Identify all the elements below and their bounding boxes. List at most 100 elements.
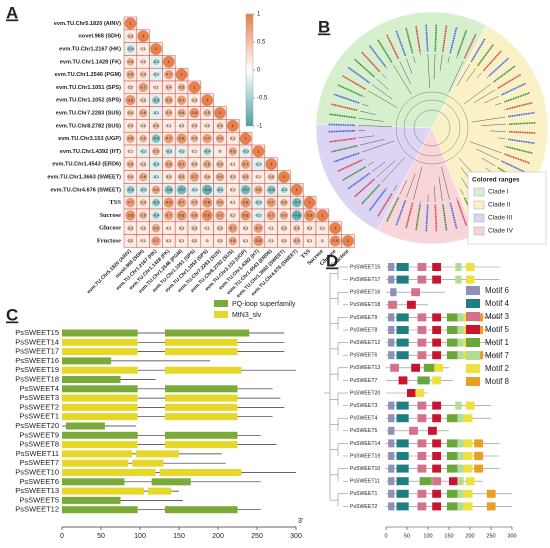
motif [396,489,409,498]
tree-branch [381,157,406,183]
correlation-circle [138,82,148,93]
tree-branch [361,103,369,107]
leaf-label-mark [488,57,510,77]
correlation-circle [125,197,136,208]
correlation-circle [190,211,199,220]
colorbar [245,13,254,127]
cell-value: 0.1 [166,238,172,243]
motif [388,338,395,347]
motif [396,401,409,410]
leaf-label-mark [330,145,358,153]
domain [62,376,121,383]
domain [62,469,156,476]
leaf-label-mark [333,93,360,104]
correlation-circle [201,209,213,221]
correlation-circle [176,210,187,221]
panel-letter: C [6,305,18,324]
correlation-circle [205,239,209,243]
leaf-label-mark [504,92,531,103]
correlation-circle [152,147,160,156]
motif [457,414,464,423]
legend-title: Colored ranges [472,177,520,184]
cell-value: 0.1 [320,225,326,230]
cell-value: 0.7 [179,200,185,205]
correlation-circle [265,158,278,171]
correlation-circle [165,84,173,91]
cell-value: 0.6 [166,97,172,102]
motif [432,313,442,322]
motif [457,452,464,460]
cell-value: 0.3 [217,225,223,230]
cell-value: 0.8 [256,238,262,243]
cell-value: -0.5 [153,200,161,205]
correlation-circle [202,159,212,169]
cell-value: 0.9 [332,238,338,243]
motif [463,464,473,473]
correlation-circle [179,148,185,154]
correlation-circle [152,212,160,219]
colorbar-tick-label: 0.5 [257,40,266,46]
correlation-circle [139,134,148,143]
correlation-circle [203,109,212,117]
cell-value: -0.1 [153,174,161,179]
tree-branch [439,54,443,71]
legend-label: Clade II [488,202,511,209]
cell-value: -0.3 [153,161,161,166]
leaf-label-mark [353,58,375,78]
cell-value: 0.6 [153,187,159,192]
correlation-circle [202,133,212,144]
cell-value: 0.7 [268,212,274,217]
tree-branch [469,141,502,154]
correlation-circle [177,83,186,92]
legend-swatch [466,338,480,347]
correlation-circle [281,225,287,232]
row-label: novel.968 (SDH) [78,34,121,40]
tree-branch [376,160,396,178]
legend-swatch [466,325,480,334]
correlation-circle [137,30,150,43]
cell-value: 0.7 [217,212,223,217]
correlation-circle [290,183,303,196]
cell-value: 0.6 [217,174,223,179]
tree-ring [395,91,469,165]
correlation-circle [162,55,175,68]
correlation-circle [140,161,147,168]
tree-branch [376,78,389,90]
cell-value: -0.6 [153,136,161,141]
cell-value: 0.6 [166,161,172,166]
cell-value: 0.3 [230,174,236,179]
correlation-circle [329,235,341,247]
cell-value: -0.6 [165,187,173,192]
motif [409,426,418,435]
correlation-circle [269,226,274,231]
motif [432,275,442,284]
motif [396,464,409,473]
gene-label: PsSWEET4 [350,416,377,422]
correlation-circle [126,70,135,79]
cell-value: 1 [129,20,132,25]
cell-value: 0.5 [192,136,198,141]
motif [396,477,409,486]
legend-swatch [473,226,485,236]
cell-value: 0.5 [281,200,287,205]
motif [417,326,427,334]
cell-value: 0.6 [128,72,134,77]
motif [457,464,464,473]
gene-label: PsSWEET16 [350,290,380,296]
cell-value: 0.7 [128,200,134,205]
correlation-circle [189,107,200,119]
correlation-circle [240,197,251,208]
correlation-circle [151,185,161,195]
cell-value: 0.7 [166,136,172,141]
motif [446,502,460,511]
motif [446,464,460,473]
correlation-circle [164,133,174,144]
gene-label: PsSWEET19 [15,365,59,374]
motif [457,502,464,511]
correlation-circle [151,134,161,143]
gene-label: PsSWEET3 [19,393,59,402]
tree-branch [456,64,470,86]
leaf-label-mark [504,153,531,164]
correlation-circle [153,85,159,90]
correlation-circle [281,186,287,193]
